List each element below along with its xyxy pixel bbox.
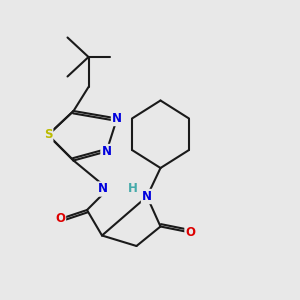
Text: H: H (128, 182, 137, 196)
Text: O: O (55, 212, 65, 226)
Text: N: N (101, 145, 112, 158)
Text: N: N (142, 190, 152, 203)
Text: S: S (44, 128, 52, 142)
Text: N: N (98, 182, 108, 196)
Text: N: N (112, 112, 122, 125)
Text: O: O (185, 226, 196, 239)
